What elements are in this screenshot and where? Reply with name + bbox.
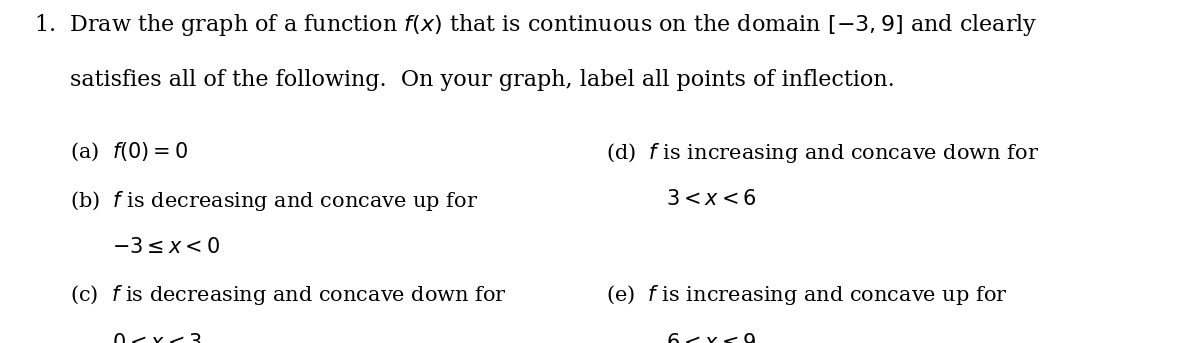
Text: satisfies all of the following.  On your graph, label all points of inflection.: satisfies all of the following. On your …	[70, 69, 894, 91]
Text: (a)  $f(0) = 0$: (a) $f(0) = 0$	[70, 141, 188, 163]
Text: (d)  $f$ is increasing and concave down for: (d) $f$ is increasing and concave down f…	[606, 141, 1039, 165]
Text: 1.  Draw the graph of a function $f(x)$ that is continuous on the domain $[-3, 9: 1. Draw the graph of a function $f(x)$ t…	[34, 12, 1037, 38]
Text: (b)  $f$ is decreasing and concave up for: (b) $f$ is decreasing and concave up for	[70, 189, 478, 213]
Text: $3 < x < 6$: $3 < x < 6$	[666, 189, 757, 209]
Text: $-3 \leq x < 0$: $-3 \leq x < 0$	[112, 237, 220, 257]
Text: (c)  $f$ is decreasing and concave down for: (c) $f$ is decreasing and concave down f…	[70, 283, 506, 307]
Text: (e)  $f$ is increasing and concave up for: (e) $f$ is increasing and concave up for	[606, 283, 1008, 307]
Text: $6 < x \leq 9.$: $6 < x \leq 9.$	[666, 333, 762, 343]
Text: $0 < x < 3$: $0 < x < 3$	[112, 333, 202, 343]
